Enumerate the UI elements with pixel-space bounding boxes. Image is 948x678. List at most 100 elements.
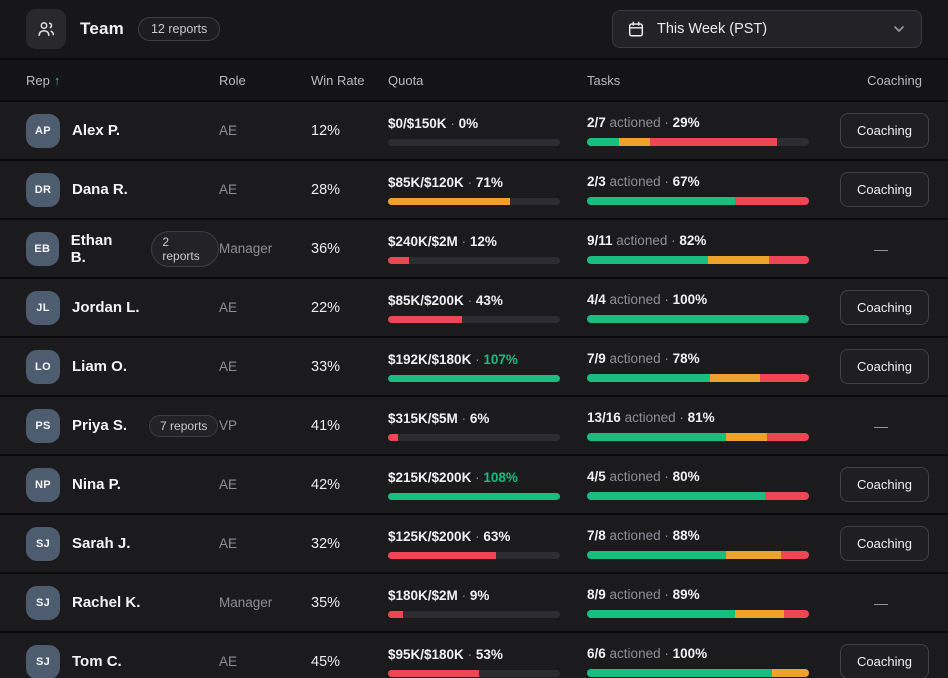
table-row[interactable]: SJ Sarah J. AE 32% $125K/$200K · 63% 7/8… bbox=[0, 513, 948, 572]
quota-progress-bar bbox=[388, 610, 560, 618]
table-row[interactable]: SJ Tom C. AE 45% $95K/$180K · 53% 6/6 ac… bbox=[0, 631, 948, 678]
tasks-segment-green bbox=[587, 492, 765, 500]
quota-cell: $180K/$2M · 9% bbox=[388, 588, 587, 618]
quota-cell: $215K/$200K · 108% bbox=[388, 470, 587, 500]
role-label: Manager bbox=[219, 241, 273, 256]
table-row[interactable]: JL Jordan L. AE 22% $85K/$200K · 43% 4/4… bbox=[0, 277, 948, 336]
avatar: SJ bbox=[26, 526, 60, 561]
win-rate-value: 32% bbox=[311, 535, 341, 552]
tasks-text: 6/6 actioned · 100% bbox=[587, 646, 840, 661]
tasks-segment-green bbox=[587, 315, 809, 323]
table-row[interactable]: NP Nina P. AE 42% $215K/$200K · 108% 4/5… bbox=[0, 454, 948, 513]
avatar-initials: SJ bbox=[35, 655, 51, 668]
coaching-cell: Coaching bbox=[840, 172, 929, 207]
avatar: LO bbox=[26, 349, 60, 384]
avatar-initials: LO bbox=[35, 360, 51, 373]
tasks-segment-amber bbox=[725, 433, 768, 441]
coaching-button[interactable]: Coaching bbox=[840, 644, 929, 678]
tasks-progress-bar bbox=[587, 138, 809, 146]
dot-separator: · bbox=[475, 351, 480, 367]
avatar: NP bbox=[26, 467, 60, 502]
column-header-coaching[interactable]: Coaching bbox=[867, 72, 922, 88]
quota-amounts: $95K/$180K bbox=[388, 646, 464, 662]
avatar: SJ bbox=[26, 644, 60, 678]
coaching-button[interactable]: Coaching bbox=[840, 113, 929, 148]
quota-progress-fill bbox=[388, 433, 399, 441]
win-rate-value: 42% bbox=[311, 476, 341, 493]
quota-progress-bar bbox=[388, 551, 560, 559]
quota-percent: 53% bbox=[475, 646, 503, 662]
quota-amounts: $85K/$120K bbox=[388, 174, 464, 190]
tasks-ratio: 7/8 bbox=[587, 528, 606, 543]
coaching-cell: — bbox=[840, 595, 922, 611]
table-row[interactable]: LO Liam O. AE 33% $192K/$180K · 107% 7/9… bbox=[0, 336, 948, 395]
role-label: AE bbox=[219, 654, 238, 669]
period-selector[interactable]: This Week (PST) bbox=[612, 10, 922, 48]
tasks-cell: 7/8 actioned · 88% bbox=[587, 528, 840, 559]
coaching-button[interactable]: Coaching bbox=[840, 172, 929, 207]
quota-amounts: $125K/$200K bbox=[388, 528, 472, 544]
rep-cell: DR Dana R. bbox=[26, 172, 219, 207]
coaching-button[interactable]: Coaching bbox=[840, 290, 929, 325]
quota-cell: $192K/$180K · 107% bbox=[388, 352, 587, 382]
period-label: This Week (PST) bbox=[657, 21, 768, 37]
column-header-quota[interactable]: Quota bbox=[388, 72, 424, 88]
quota-progress-fill bbox=[388, 492, 560, 500]
rep-name: Dana R. bbox=[72, 181, 128, 198]
quota-amounts: $85K/$200K bbox=[388, 292, 464, 308]
tasks-cell: 2/7 actioned · 29% bbox=[587, 115, 840, 146]
tasks-segment-green bbox=[587, 433, 726, 441]
tasks-text: 7/9 actioned · 78% bbox=[587, 351, 840, 366]
rep-cell: SJ Sarah J. bbox=[26, 526, 219, 561]
rep-name: Jordan L. bbox=[72, 299, 140, 316]
tasks-ratio: 13/16 bbox=[587, 410, 621, 425]
table-row[interactable]: AP Alex P. AE 12% $0/$150K · 0% 2/7 acti… bbox=[0, 100, 948, 159]
column-header-role[interactable]: Role bbox=[219, 72, 246, 88]
coaching-cell: Coaching bbox=[840, 644, 929, 678]
chevron-down-icon bbox=[891, 21, 907, 37]
table-row[interactable]: SJ Rachel K. Manager 35% $180K/$2M · 9% … bbox=[0, 572, 948, 631]
calendar-icon bbox=[627, 20, 645, 38]
coaching-button[interactable]: Coaching bbox=[840, 526, 929, 561]
tasks-progress-bar bbox=[587, 197, 809, 205]
win-rate-value: 12% bbox=[311, 122, 341, 139]
tasks-percent: 80% bbox=[672, 469, 700, 484]
avatar: EB bbox=[26, 231, 59, 266]
tasks-actioned-label: actioned bbox=[609, 469, 661, 484]
column-header-rep[interactable]: Rep ↑ bbox=[26, 73, 219, 88]
table-row[interactable]: DR Dana R. AE 28% $85K/$120K · 71% 2/3 a… bbox=[0, 159, 948, 218]
tasks-ratio: 4/4 bbox=[587, 292, 606, 307]
role-label: AE bbox=[219, 300, 238, 315]
table-row[interactable]: EB Ethan B. 2 reports Manager 36% $240K/… bbox=[0, 218, 948, 277]
tasks-segment-green bbox=[587, 669, 772, 677]
tasks-ratio: 2/7 bbox=[587, 115, 606, 130]
tasks-segment-green bbox=[587, 256, 708, 264]
quota-text: $0/$150K · 0% bbox=[388, 116, 587, 131]
dot-separator: · bbox=[664, 115, 669, 130]
coaching-button[interactable]: Coaching bbox=[840, 349, 929, 384]
coaching-cell: — bbox=[840, 241, 922, 257]
dot-separator: · bbox=[461, 410, 467, 426]
coaching-button[interactable]: Coaching bbox=[840, 467, 929, 502]
quota-percent: 43% bbox=[475, 292, 503, 308]
quota-amounts: $240K/$2M bbox=[388, 233, 458, 249]
tasks-text: 13/16 actioned · 81% bbox=[587, 410, 840, 425]
reports-count-badge: 12 reports bbox=[137, 17, 221, 41]
tasks-text: 4/4 actioned · 100% bbox=[587, 292, 840, 307]
avatar-initials: PS bbox=[35, 419, 51, 432]
quota-progress-bar bbox=[388, 138, 560, 146]
tasks-percent: 29% bbox=[672, 115, 700, 130]
column-header-win-rate[interactable]: Win Rate bbox=[311, 72, 365, 88]
quota-progress-fill bbox=[388, 669, 480, 677]
tasks-percent: 78% bbox=[672, 351, 700, 366]
tasks-cell: 8/9 actioned · 89% bbox=[587, 587, 840, 618]
quota-progress-fill bbox=[388, 551, 497, 559]
tasks-progress-bar bbox=[587, 315, 809, 323]
avatar-initials: NP bbox=[35, 478, 51, 491]
tasks-text: 7/8 actioned · 88% bbox=[587, 528, 840, 543]
tasks-text: 8/9 actioned · 89% bbox=[587, 587, 840, 602]
tasks-segment-red bbox=[767, 433, 809, 441]
table-row[interactable]: PS Priya S. 7 reports VP 41% $315K/$5M ·… bbox=[0, 395, 948, 454]
column-header-tasks[interactable]: Tasks bbox=[587, 72, 621, 88]
